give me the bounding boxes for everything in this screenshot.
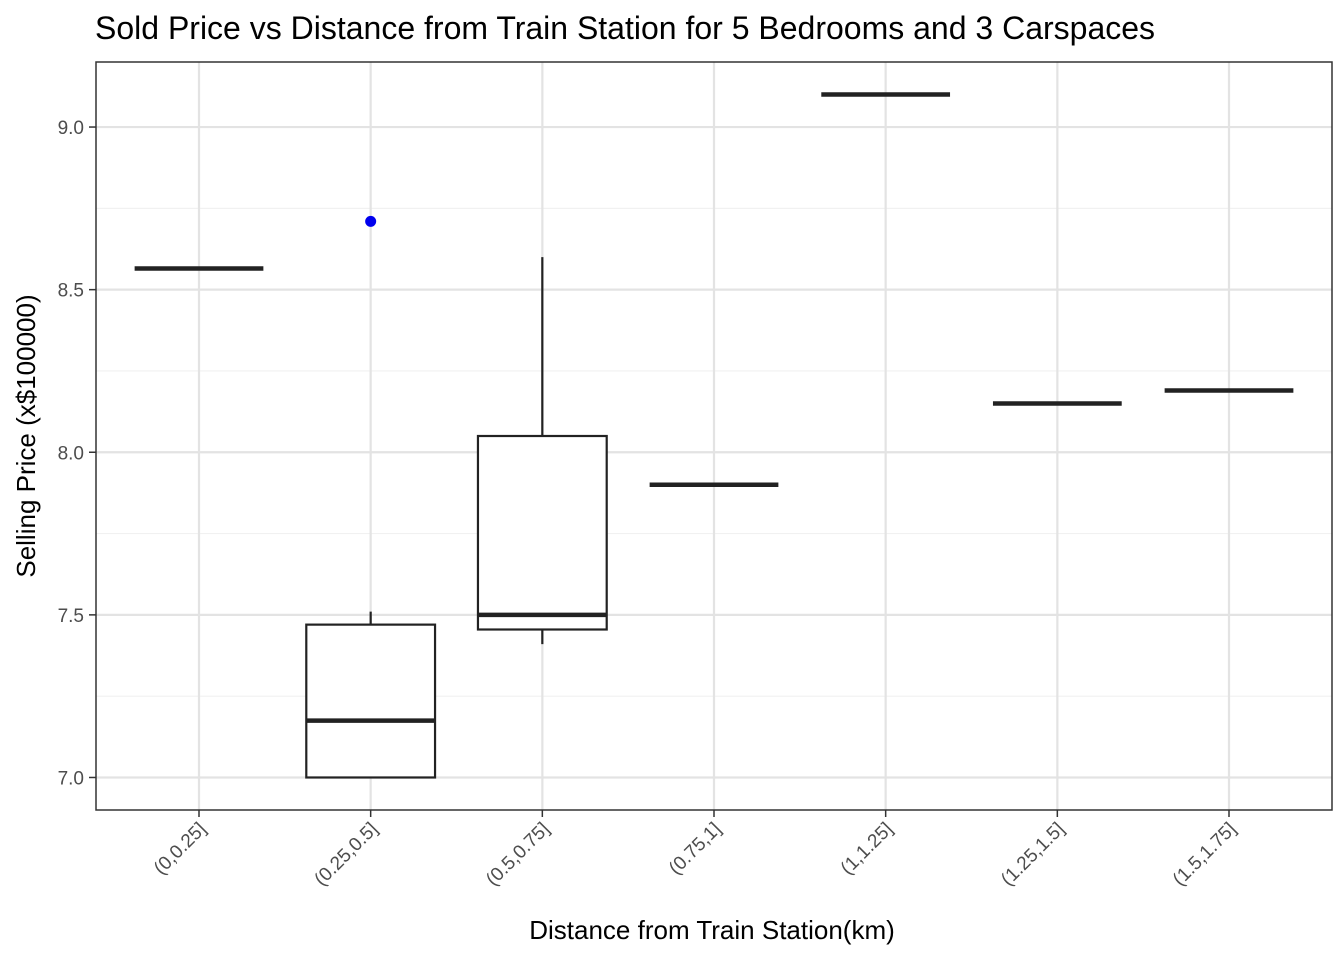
y-axis-title: Selling Price (x$100000): [11, 294, 41, 577]
outlier-point: [365, 215, 377, 227]
x-tick-label: (0.5,0.75]: [482, 819, 554, 891]
grid: [96, 62, 1332, 810]
chart-title: Sold Price vs Distance from Train Statio…: [95, 10, 1155, 46]
x-tick-label: (1,1.25]: [837, 819, 897, 879]
axes: 7.0 7.5 8.0 8.5 9.0 (0,0.25] (0.25,0.5] (0.5,0.…: [58, 118, 1241, 890]
y-tick-label: 8.0: [58, 443, 84, 464]
x-axis-title: Distance from Train Station(km): [529, 915, 895, 945]
outliers: [365, 215, 377, 227]
x-tick-label: (0,0.25]: [150, 819, 210, 879]
y-tick-label: 7.5: [58, 606, 84, 627]
box-iqr: [476, 434, 608, 631]
x-tick-label: (0.25,0.5]: [311, 819, 383, 891]
y-tick-label: 9.0: [58, 118, 84, 139]
x-tick-label: (0.75,1]: [665, 819, 725, 879]
box-iqr: [305, 623, 437, 779]
x-tick-label: (1.5,1.75]: [1169, 819, 1241, 891]
y-tick-label: 7.0: [58, 768, 84, 789]
y-tick-label: 8.5: [58, 281, 84, 302]
x-tick-label: (1.25,1.5]: [997, 819, 1069, 891]
boxes: [134, 92, 1294, 779]
